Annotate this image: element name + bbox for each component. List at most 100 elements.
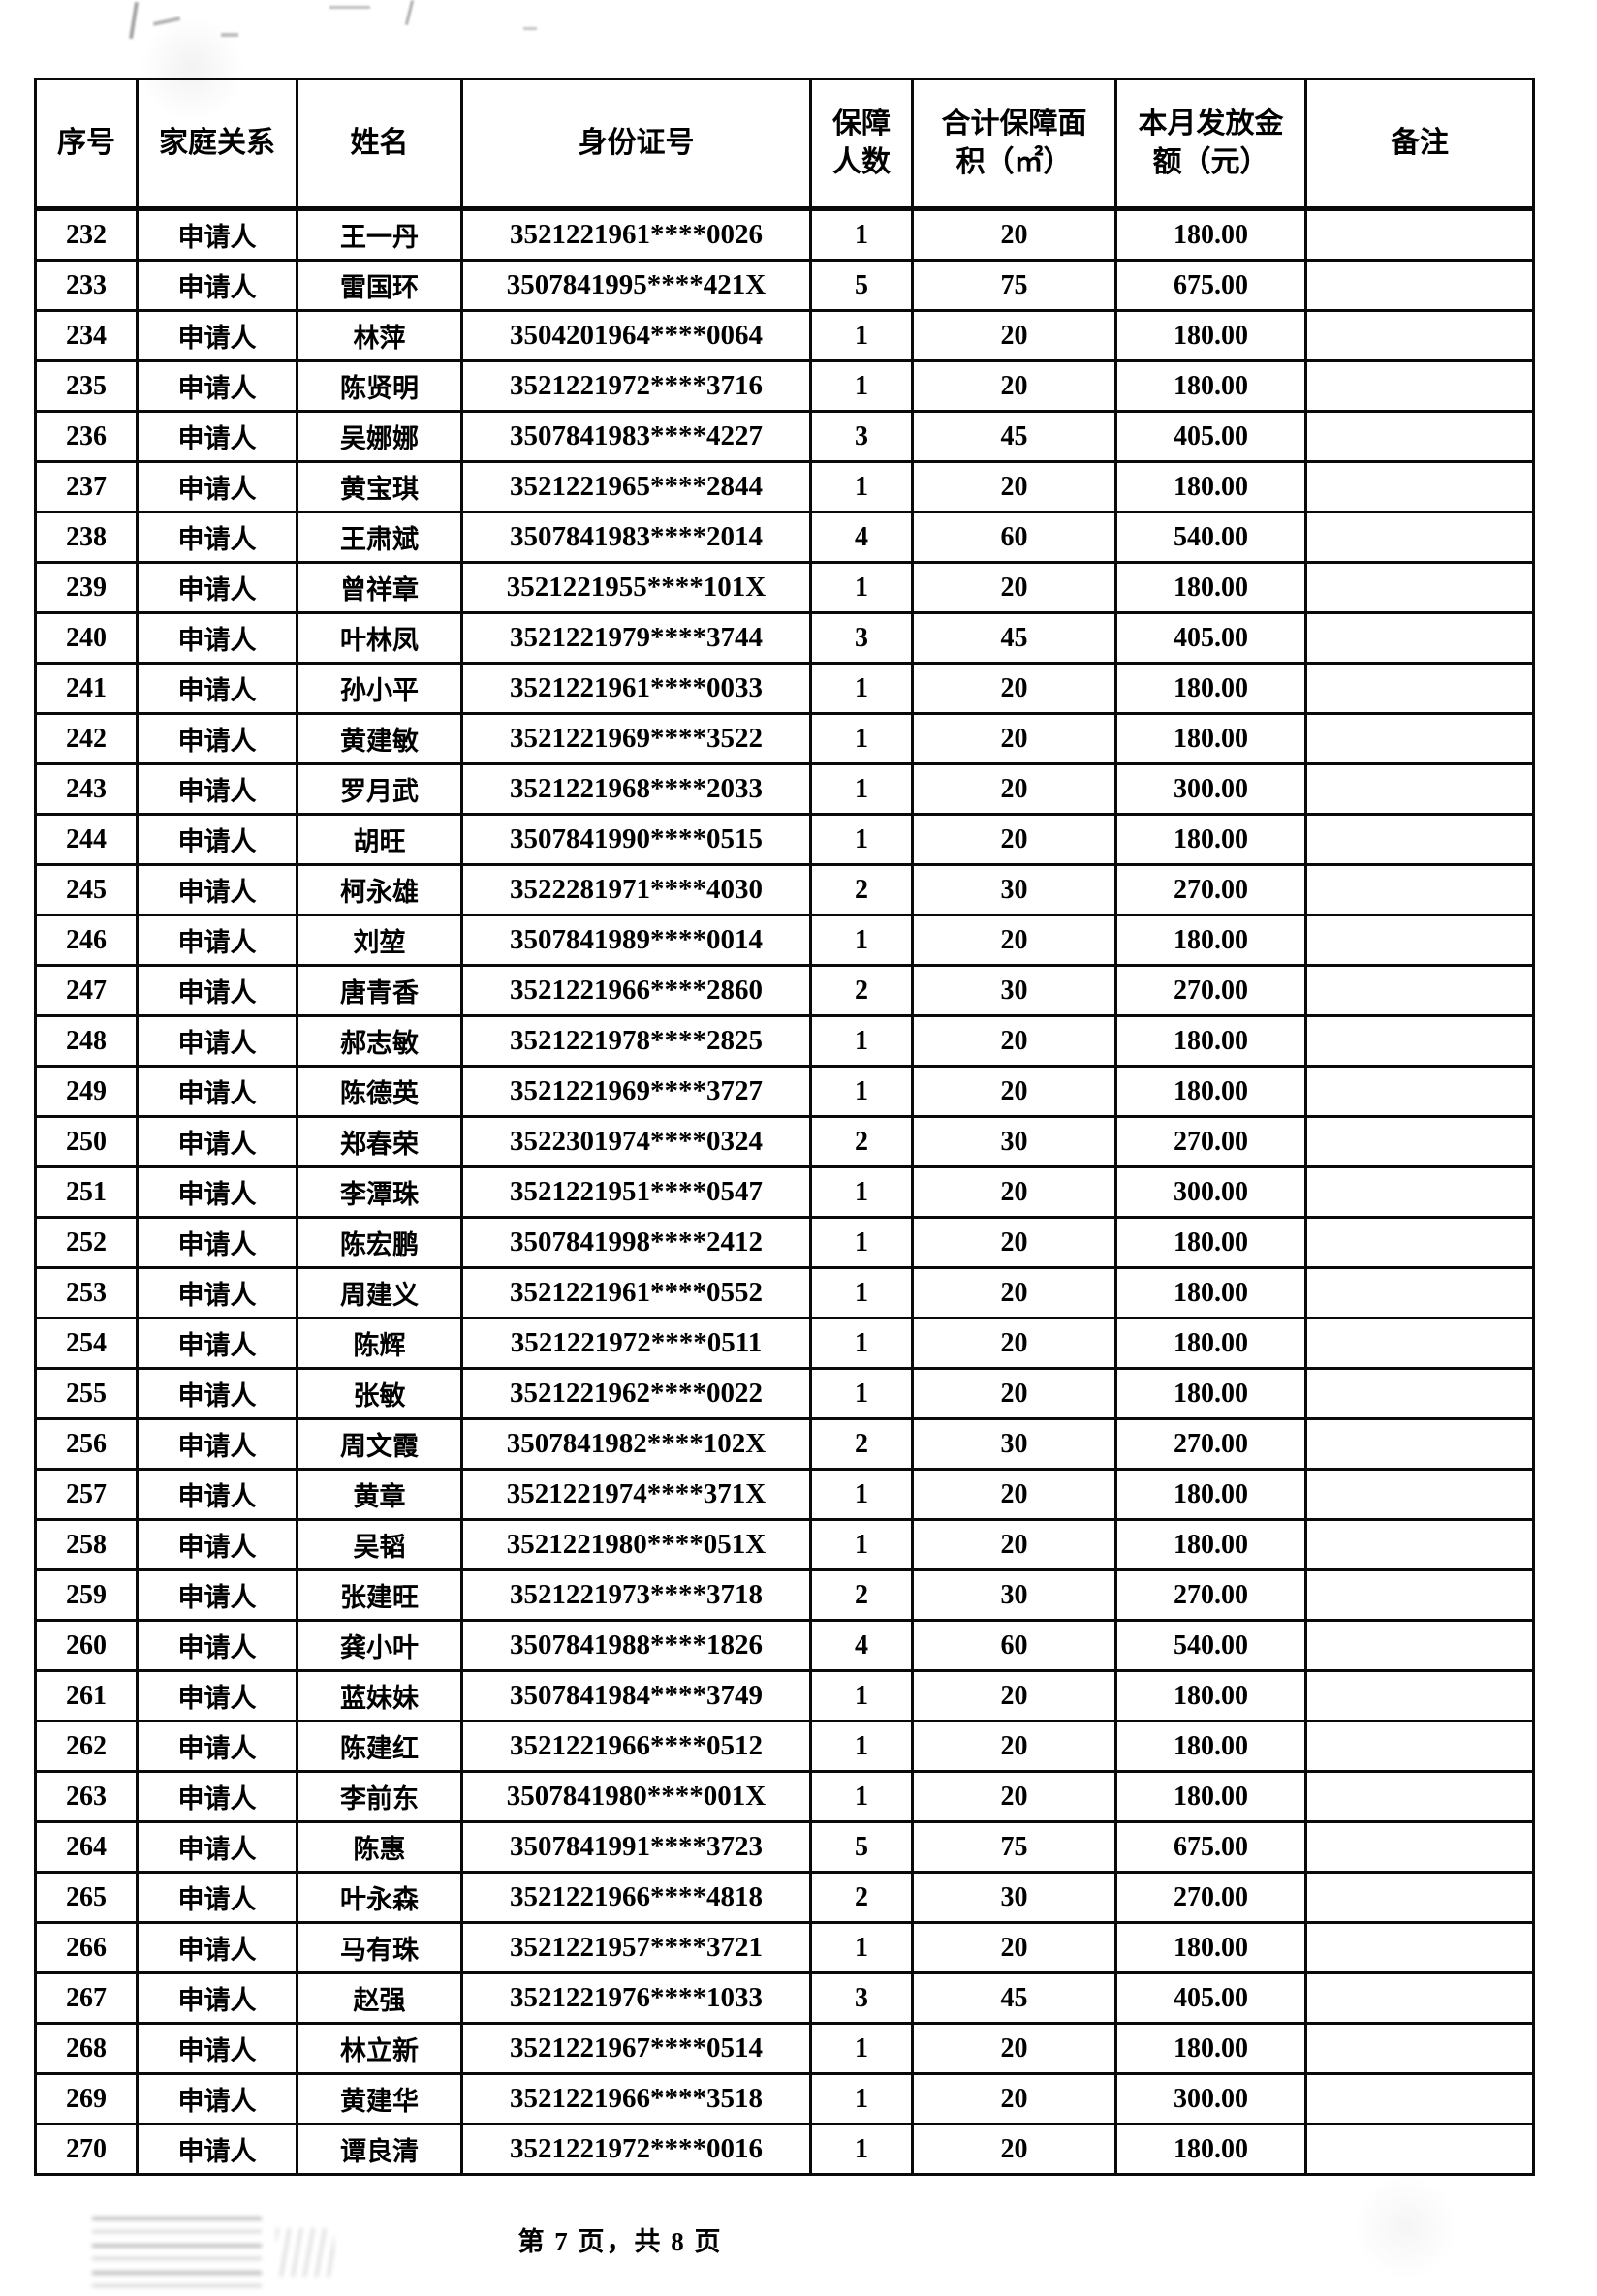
table-row: 236 申请人 吴娜娜 3507841983****4227 3 45 405.… <box>34 410 1535 463</box>
cell-area: 20 <box>911 914 1117 967</box>
cell-serial: 255 <box>34 1367 139 1420</box>
cell-amount: 675.00 <box>1114 1820 1307 1874</box>
cell-remarks <box>1304 460 1535 513</box>
cell-person-count: 1 <box>809 813 914 866</box>
cell-person-count: 1 <box>809 914 914 967</box>
cell-serial: 266 <box>34 1921 139 1974</box>
cell-area: 60 <box>911 511 1117 564</box>
cell-id-number: 3521221976****1033 <box>460 1971 812 2025</box>
cell-relation: 申请人 <box>136 914 298 967</box>
cell-name: 黄章 <box>296 1468 463 1521</box>
cell-relation: 申请人 <box>136 1871 298 1924</box>
cell-person-count: 1 <box>809 1317 914 1370</box>
cell-name: 曾祥章 <box>296 561 463 614</box>
cell-area: 20 <box>911 762 1117 816</box>
cell-name: 陈宏鹏 <box>296 1216 463 1269</box>
cell-amount: 300.00 <box>1114 2072 1307 2125</box>
cell-person-count: 1 <box>809 1065 914 1118</box>
cell-amount: 180.00 <box>1114 1518 1307 1571</box>
cell-area: 20 <box>911 1216 1117 1269</box>
cell-person-count: 1 <box>809 2123 914 2176</box>
table-row: 242 申请人 黄建敏 3521221969****3522 1 20 180.… <box>34 712 1535 765</box>
cell-serial: 233 <box>34 259 139 312</box>
cell-relation: 申请人 <box>136 762 298 816</box>
cell-serial: 241 <box>34 662 139 715</box>
cell-amount: 405.00 <box>1114 410 1307 463</box>
cell-person-count: 1 <box>809 1468 914 1521</box>
table-row: 270 申请人 谭良清 3521221972****0016 1 20 180.… <box>34 2123 1535 2176</box>
cell-person-count: 4 <box>809 1619 914 1672</box>
table-row: 240 申请人 叶林凤 3521221979****3744 3 45 405.… <box>34 611 1535 665</box>
table-row: 252 申请人 陈宏鹏 3507841998****2412 1 20 180.… <box>34 1216 1535 1269</box>
cell-relation: 申请人 <box>136 309 298 362</box>
cell-amount: 540.00 <box>1114 1619 1307 1672</box>
cell-relation: 申请人 <box>136 662 298 715</box>
cell-serial: 245 <box>34 863 139 916</box>
col-header-index: 序号 <box>34 78 139 211</box>
cell-name: 王一丹 <box>296 207 463 262</box>
cell-person-count: 3 <box>809 410 914 463</box>
cell-serial: 270 <box>34 2123 139 2176</box>
cell-relation: 申请人 <box>136 1720 298 1773</box>
cell-remarks <box>1304 762 1535 816</box>
cell-serial: 240 <box>34 611 139 665</box>
cell-id-number: 3507841984****3749 <box>460 1669 812 1722</box>
cell-id-number: 3521221972****3716 <box>460 359 812 413</box>
table-header-row: 序号 家庭关系 姓名 身份证号 保障人数 合计保障面积（㎡） 本月发放金额（元）… <box>34 78 1535 211</box>
scan-artifact <box>221 33 238 37</box>
cell-remarks <box>1304 561 1535 614</box>
cell-id-number: 3521221957****3721 <box>460 1921 812 1974</box>
cell-id-number: 3504201964****0064 <box>460 309 812 362</box>
cell-name: 李前东 <box>296 1770 463 1823</box>
cell-remarks <box>1304 1568 1535 1622</box>
col-header-total-area: 合计保障面积（㎡） <box>911 78 1117 211</box>
cell-serial: 252 <box>34 1216 139 1269</box>
cell-serial: 244 <box>34 813 139 866</box>
cell-person-count: 1 <box>809 460 914 513</box>
cell-id-number: 3521221980****051X <box>460 1518 812 1571</box>
page-footer: 第 7 页，共 8 页 <box>517 2227 723 2256</box>
cell-serial: 253 <box>34 1266 139 1319</box>
cell-name: 吴韬 <box>296 1518 463 1571</box>
cell-remarks <box>1304 1367 1535 1420</box>
cell-area: 75 <box>911 259 1117 312</box>
cell-relation: 申请人 <box>136 1014 298 1068</box>
table-row: 268 申请人 林立新 3521221967****0514 1 20 180.… <box>34 2022 1535 2075</box>
cell-relation: 申请人 <box>136 1115 298 1168</box>
cell-remarks <box>1304 1014 1535 1068</box>
cell-remarks <box>1304 1770 1535 1823</box>
table-row: 238 申请人 王肃斌 3507841983****2014 4 60 540.… <box>34 511 1535 564</box>
cell-amount: 180.00 <box>1114 914 1307 967</box>
cell-id-number: 3507841983****4227 <box>460 410 812 463</box>
cell-remarks <box>1304 259 1535 312</box>
cell-amount: 180.00 <box>1114 2123 1307 2176</box>
cell-amount: 180.00 <box>1114 2022 1307 2075</box>
cell-person-count: 1 <box>809 1216 914 1269</box>
col-header-id-number: 身份证号 <box>460 78 812 211</box>
cell-area: 20 <box>911 561 1117 614</box>
cell-name: 陈贤明 <box>296 359 463 413</box>
cell-amount: 180.00 <box>1114 1367 1307 1420</box>
cell-area: 20 <box>911 309 1117 362</box>
cell-name: 蓝妹妹 <box>296 1669 463 1722</box>
cell-relation: 申请人 <box>136 1216 298 1269</box>
cell-name: 黄建敏 <box>296 712 463 765</box>
cell-id-number: 3521221972****0511 <box>460 1317 812 1370</box>
cell-amount: 180.00 <box>1114 1317 1307 1370</box>
cell-area: 20 <box>911 460 1117 513</box>
cell-amount: 270.00 <box>1114 964 1307 1017</box>
cell-id-number: 3521221973****3718 <box>460 1568 812 1622</box>
table-row: 256 申请人 周文霞 3507841982****102X 2 30 270.… <box>34 1417 1535 1471</box>
cell-serial: 261 <box>34 1669 139 1722</box>
cell-remarks <box>1304 207 1535 262</box>
cell-area: 75 <box>911 1820 1117 1874</box>
cell-remarks <box>1304 611 1535 665</box>
cell-relation: 申请人 <box>136 1367 298 1420</box>
table-row: 264 申请人 陈惠 3507841991****3723 5 75 675.0… <box>34 1820 1535 1874</box>
cell-name: 马有珠 <box>296 1921 463 1974</box>
cell-relation: 申请人 <box>136 207 298 262</box>
cell-person-count: 2 <box>809 1115 914 1168</box>
cell-amount: 180.00 <box>1114 1468 1307 1521</box>
cell-amount: 405.00 <box>1114 1971 1307 2025</box>
cell-amount: 180.00 <box>1114 460 1307 513</box>
